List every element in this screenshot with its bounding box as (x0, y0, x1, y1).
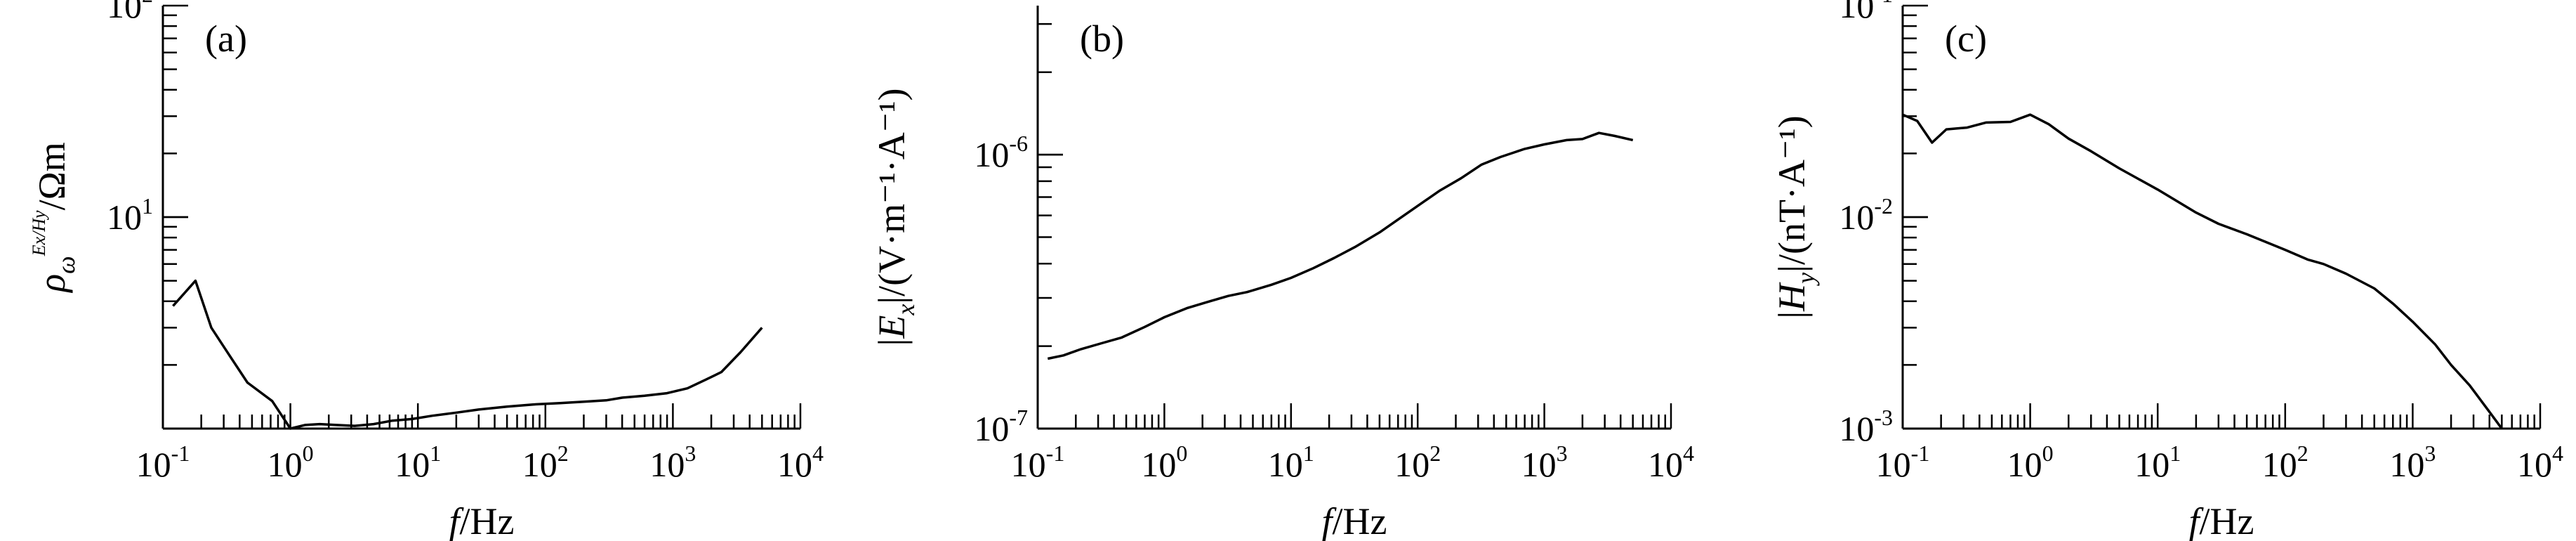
x-tick-label: 102 (1394, 441, 1441, 484)
x-tick-label: 10-1 (1876, 441, 1930, 484)
x-tick-label: 100 (2007, 441, 2054, 484)
y-tick-label: 10-3 (1839, 405, 1893, 448)
y-axis-label: ρωEx/Hy/Ωm (29, 142, 80, 293)
x-axis-label: f/Hz (2189, 500, 2254, 541)
x-tick-label: 10-1 (1011, 441, 1065, 484)
x-tick-label: 101 (1268, 441, 1314, 484)
y-axis-label: |Ex|/(V·m⁻¹·A⁻¹) (871, 89, 920, 346)
x-tick-label: 103 (1521, 441, 1568, 484)
x-tick-label: 104 (1648, 441, 1694, 484)
panel-b: 10-1 100 101 102 103 104 10-7 10-6 (b) f/Hz |Ex|/(… (871, 6, 1694, 541)
series-line (1902, 113, 2503, 430)
x-tick-label: 104 (777, 441, 824, 484)
x-tick-label: 100 (267, 441, 314, 484)
x-tick-label: 101 (395, 441, 441, 484)
y-tick-label: 101 (107, 193, 153, 237)
panel-label: (a) (205, 18, 247, 60)
x-tick-label: 102 (2262, 441, 2309, 484)
x-tick-label: 103 (649, 441, 696, 484)
series-line (172, 279, 763, 430)
x-axis-label: f/Hz (1322, 500, 1387, 541)
y-tick-label: 10-6 (974, 131, 1028, 174)
x-tick-label: 102 (522, 441, 569, 484)
y-tick-label: 10-1 (1839, 0, 1893, 25)
x-tick-label: 104 (2517, 441, 2563, 484)
panel-a: 10-1 100 101 102 103 104 101 102 (a) f/Hz ρωEx/Hy/… (29, 0, 824, 541)
x-tick-label: 101 (2134, 441, 2181, 484)
y-tick-label: 102 (107, 0, 153, 25)
y-tick-label: 10-2 (1839, 193, 1893, 237)
y-tick-label: 10-7 (974, 405, 1028, 448)
y-axis-label: |Hy|/(nT·A⁻¹) (1771, 115, 1820, 318)
x-tick-label: 100 (1141, 441, 1187, 484)
x-tick-label: 103 (2389, 441, 2436, 484)
x-axis-label: f/Hz (449, 500, 515, 541)
panel-label: (b) (1080, 18, 1124, 60)
x-tick-label: 10-1 (136, 441, 190, 484)
panel-label: (c) (1945, 18, 1987, 60)
series-line (1047, 131, 1634, 360)
panel-c: 10-1 100 101 102 103 104 10-3 10-2 10-1 (c) f/Hz |H… (1771, 0, 2563, 541)
